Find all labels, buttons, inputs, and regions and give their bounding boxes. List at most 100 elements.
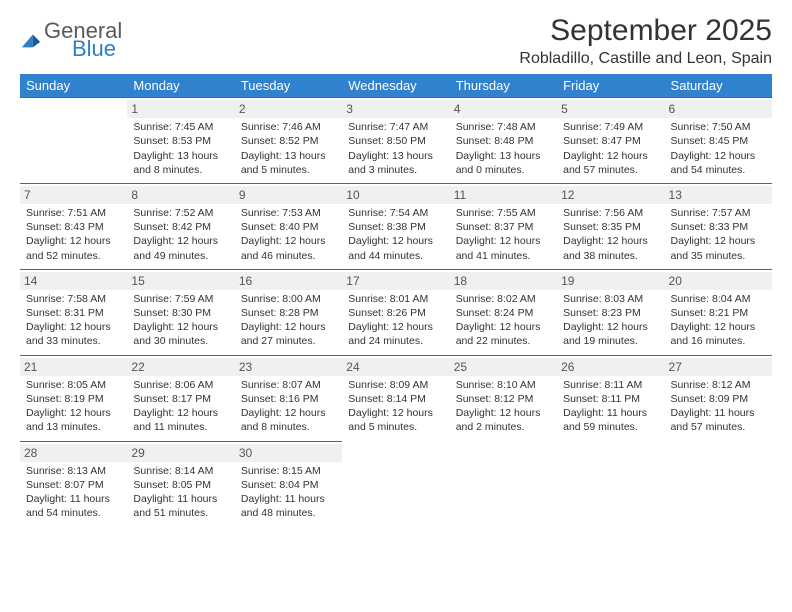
daylight-text: Daylight: 11 hours and 48 minutes. [241,492,336,520]
daylight-text: Daylight: 12 hours and 33 minutes. [26,320,121,348]
daylight-text: Daylight: 12 hours and 44 minutes. [348,234,443,262]
day-cell: 26Sunrise: 8:11 AMSunset: 8:11 PMDayligh… [557,355,664,441]
sunset-text: Sunset: 8:42 PM [133,220,228,234]
day-cell: 13Sunrise: 7:57 AMSunset: 8:33 PMDayligh… [665,183,772,269]
weekday-header: Saturday [665,74,772,98]
weekday-header: Monday [127,74,234,98]
day-cell: 5Sunrise: 7:49 AMSunset: 8:47 PMDaylight… [557,98,664,184]
sunset-text: Sunset: 8:26 PM [348,306,443,320]
daylight-text: Daylight: 12 hours and 27 minutes. [241,320,336,348]
sunset-text: Sunset: 8:12 PM [456,392,551,406]
daylight-text: Daylight: 12 hours and 2 minutes. [456,406,551,434]
sunrise-text: Sunrise: 8:00 AM [241,292,336,306]
day-number: 11 [450,186,557,204]
day-number: 3 [342,100,449,118]
sunrise-text: Sunrise: 8:14 AM [133,464,228,478]
daylight-text: Daylight: 11 hours and 57 minutes. [671,406,766,434]
sunset-text: Sunset: 8:28 PM [241,306,336,320]
weekday-header: Wednesday [342,74,449,98]
day-number: 2 [235,100,342,118]
sunset-text: Sunset: 8:07 PM [26,478,121,492]
daylight-text: Daylight: 12 hours and 30 minutes. [133,320,228,348]
daylight-text: Daylight: 12 hours and 46 minutes. [241,234,336,262]
sunrise-text: Sunrise: 8:10 AM [456,378,551,392]
week-row: 7Sunrise: 7:51 AMSunset: 8:43 PMDaylight… [20,183,772,269]
sunset-text: Sunset: 8:33 PM [671,220,766,234]
sunrise-text: Sunrise: 7:56 AM [563,206,658,220]
day-cell: 17Sunrise: 8:01 AMSunset: 8:26 PMDayligh… [342,269,449,355]
weekday-header-row: SundayMondayTuesdayWednesdayThursdayFrid… [20,74,772,98]
day-cell [342,441,449,526]
day-number: 1 [127,100,234,118]
sunrise-text: Sunrise: 7:54 AM [348,206,443,220]
day-cell: 10Sunrise: 7:54 AMSunset: 8:38 PMDayligh… [342,183,449,269]
header: General Blue September 2025 Robladillo, … [20,14,772,68]
day-cell: 9Sunrise: 7:53 AMSunset: 8:40 PMDaylight… [235,183,342,269]
day-number: 21 [20,358,127,376]
sunrise-text: Sunrise: 7:50 AM [671,120,766,134]
day-cell [450,441,557,526]
day-number: 23 [235,358,342,376]
weekday-header: Friday [557,74,664,98]
calendar-table: SundayMondayTuesdayWednesdayThursdayFrid… [20,74,772,526]
sunset-text: Sunset: 8:19 PM [26,392,121,406]
day-number: 18 [450,272,557,290]
sunrise-text: Sunrise: 7:46 AM [241,120,336,134]
day-number: 6 [665,100,772,118]
daylight-text: Daylight: 12 hours and 5 minutes. [348,406,443,434]
sunrise-text: Sunrise: 7:48 AM [456,120,551,134]
sunrise-text: Sunrise: 8:01 AM [348,292,443,306]
day-cell: 30Sunrise: 8:15 AMSunset: 8:04 PMDayligh… [235,441,342,526]
sunset-text: Sunset: 8:04 PM [241,478,336,492]
day-number: 15 [127,272,234,290]
logo-blue: Blue [72,38,122,60]
weekday-header: Sunday [20,74,127,98]
sunset-text: Sunset: 8:24 PM [456,306,551,320]
sunrise-text: Sunrise: 7:53 AM [241,206,336,220]
sunset-text: Sunset: 8:31 PM [26,306,121,320]
week-row: 21 Sunrise: 8:05 AMSunset: 8:19 PM Dayligh… [20,355,772,441]
daylight-text: Daylight: 12 hours and 52 minutes. [26,234,121,262]
day-number: 29 [127,444,234,462]
week-row: 28Sunrise: 8:13 AMSunset: 8:07 PMDayligh… [20,441,772,526]
sunset-text: Sunset: 8:48 PM [456,134,551,148]
sunset-text: Sunset: 8:21 PM [671,306,766,320]
calendar-body: 1Sunrise: 7:45 AMSunset: 8:53 PMDaylight… [20,98,772,527]
day-number: 7 [20,186,127,204]
day-number: 4 [450,100,557,118]
sunrise-text: Sunrise: 8:15 AM [241,464,336,478]
day-cell: 24Sunrise: 8:09 AMSunset: 8:14 PMDayligh… [342,355,449,441]
daylight-text: Daylight: 11 hours and 54 minutes. [26,492,121,520]
day-cell: 20Sunrise: 8:04 AMSunset: 8:21 PMDayligh… [665,269,772,355]
title-block: September 2025 Robladillo, Castille and … [519,14,772,68]
sunrise-text: Sunrise: 8:04 AM [671,292,766,306]
sunrise-text: Sunrise: 8:12 AM [671,378,766,392]
daylight-text: Daylight: 12 hours and 11 minutes. [133,406,228,434]
day-number: 17 [342,272,449,290]
day-cell: 4Sunrise: 7:48 AMSunset: 8:48 PMDaylight… [450,98,557,184]
sunset-text: Sunset: 8:43 PM [26,220,121,234]
day-cell: 19Sunrise: 8:03 AMSunset: 8:23 PMDayligh… [557,269,664,355]
day-number: 24 [342,358,449,376]
day-cell: 12Sunrise: 7:56 AMSunset: 8:35 PMDayligh… [557,183,664,269]
day-number: 5 [557,100,664,118]
sunset-text: Sunset: 8:38 PM [348,220,443,234]
day-number: 28 [20,444,127,462]
daylight-text: Daylight: 12 hours and 54 minutes. [671,149,766,177]
sunset-text: Sunset: 8:52 PM [241,134,336,148]
day-cell: 23Sunrise: 8:07 AMSunset: 8:16 PMDayligh… [235,355,342,441]
day-cell: 6Sunrise: 7:50 AMSunset: 8:45 PMDaylight… [665,98,772,184]
daylight-text: Daylight: 12 hours and 38 minutes. [563,234,658,262]
sunrise-text: Sunrise: 8:09 AM [348,378,443,392]
sunrise-text: Sunrise: 7:58 AM [26,292,121,306]
daylight-text: Daylight: 12 hours and 22 minutes. [456,320,551,348]
day-cell [20,98,127,184]
location: Robladillo, Castille and Leon, Spain [519,50,772,68]
sunrise-text: Sunrise: 8:05 AM [26,378,121,392]
sunset-text: Sunset: 8:17 PM [133,392,228,406]
sunrise-text: Sunrise: 7:57 AM [671,206,766,220]
day-cell: 8Sunrise: 7:52 AMSunset: 8:42 PMDaylight… [127,183,234,269]
daylight-text: Daylight: 12 hours and 35 minutes. [671,234,766,262]
sunrise-text: Sunrise: 8:03 AM [563,292,658,306]
day-number: 14 [20,272,127,290]
